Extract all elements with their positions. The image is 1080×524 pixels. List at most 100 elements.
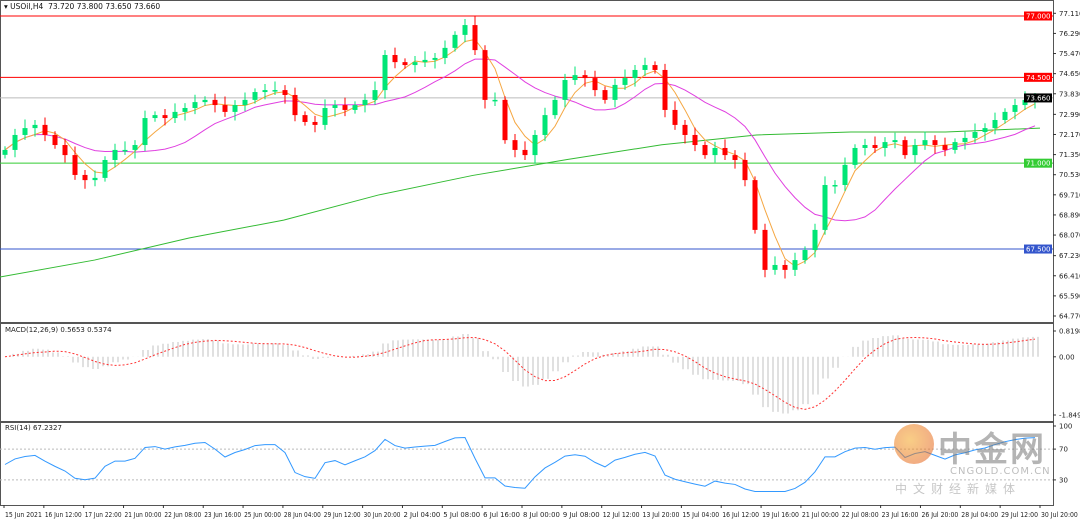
y-tick-label: 77.110 bbox=[1059, 10, 1080, 18]
candle-body bbox=[822, 185, 828, 230]
rsi-tick-label: 30 bbox=[1059, 476, 1068, 484]
candle-body bbox=[962, 137, 968, 143]
candle-body bbox=[582, 75, 588, 79]
candle-body bbox=[352, 105, 358, 110]
candle-body bbox=[712, 147, 718, 156]
candle-body bbox=[872, 145, 878, 148]
candle-body bbox=[672, 109, 678, 125]
macd-label: MACD(12,26,9) 0.5653 0.5374 bbox=[5, 326, 112, 334]
x-tick-label: 25 Jun 00:00 bbox=[244, 511, 281, 519]
y-tick-label: 72.990 bbox=[1059, 111, 1080, 119]
logo-emblem bbox=[894, 424, 934, 464]
x-tick-label: 15 Jun 2021 bbox=[5, 511, 42, 519]
x-tick-label: 9 Jul 08:00 bbox=[563, 511, 600, 519]
x-tick-label: 6 Jul 16:00 bbox=[483, 511, 520, 519]
candle-body bbox=[922, 140, 928, 146]
candle-body bbox=[982, 128, 988, 133]
candle-body bbox=[532, 134, 538, 156]
long-ma-line bbox=[0, 127, 1041, 278]
candle-body bbox=[552, 99, 558, 116]
candle-body bbox=[42, 124, 48, 135]
candle-body bbox=[132, 145, 138, 150]
current-price-tag bbox=[1024, 93, 1052, 103]
candle-body bbox=[832, 185, 838, 187]
candle-body bbox=[752, 180, 758, 230]
candle-body bbox=[162, 115, 168, 119]
x-tick-label: 13 Jul 20:00 bbox=[643, 511, 680, 519]
candle-body bbox=[342, 105, 348, 110]
x-tick-label: 23 Jul 16:00 bbox=[882, 511, 919, 519]
price-level-label: 74.500 bbox=[1026, 74, 1051, 82]
y-tick-label: 64.770 bbox=[1059, 313, 1080, 321]
x-tick-label: 5 Jul 08:00 bbox=[443, 511, 480, 519]
candle-body bbox=[772, 264, 778, 270]
x-tick-label: 29 Jun 12:00 bbox=[324, 511, 361, 519]
macd-tick-label: 0.8198 bbox=[1059, 328, 1080, 336]
candle-body bbox=[942, 145, 948, 150]
y-tick-label: 71.350 bbox=[1059, 151, 1080, 159]
x-tick-label: 12 Jul 12:00 bbox=[603, 511, 640, 519]
candle-body bbox=[62, 145, 68, 156]
candle-body bbox=[332, 105, 338, 108]
candle-body bbox=[272, 90, 278, 92]
candle-body bbox=[662, 69, 668, 110]
candle-body bbox=[142, 118, 148, 146]
candle-body bbox=[122, 149, 128, 152]
x-tick-label: 17 Jun 22:00 bbox=[85, 511, 122, 519]
candle-body bbox=[262, 90, 268, 93]
x-tick-label: 28 Jun 04:00 bbox=[284, 511, 321, 519]
symbol-label: USOil,H4 bbox=[10, 2, 44, 11]
candle-body bbox=[312, 121, 318, 125]
price-level-tag bbox=[1024, 72, 1052, 82]
x-tick-label: 22 Jun 08:00 bbox=[164, 511, 201, 519]
x-tick-label: 22 Jul 08:00 bbox=[842, 511, 879, 519]
candle-body bbox=[892, 140, 898, 143]
candle-body bbox=[622, 78, 628, 85]
candle-body bbox=[602, 90, 608, 100]
candle-body bbox=[802, 250, 808, 261]
y-tick-label: 76.290 bbox=[1059, 30, 1080, 38]
x-tick-label: 21 Jul 00:00 bbox=[802, 511, 839, 519]
candle-body bbox=[252, 92, 258, 100]
candle-body bbox=[522, 149, 528, 156]
candle-body bbox=[612, 84, 618, 100]
candle-body bbox=[302, 115, 308, 122]
rsi-line bbox=[4, 437, 1036, 492]
x-tick-label: 21 Jun 00:00 bbox=[125, 511, 162, 519]
x-tick-label: 23 Jun 16:00 bbox=[204, 511, 241, 519]
candle-body bbox=[502, 99, 508, 141]
candle-body bbox=[212, 99, 218, 106]
macd-signal-line bbox=[4, 336, 1036, 410]
candle-body bbox=[682, 124, 688, 135]
candle-body bbox=[402, 62, 408, 66]
candle-body bbox=[172, 111, 178, 119]
candle-body bbox=[492, 99, 498, 102]
logo-subtitle: 中文财经新媒体 bbox=[895, 482, 1022, 496]
candle-body bbox=[192, 102, 198, 108]
candle-body bbox=[852, 147, 858, 165]
candle-body bbox=[972, 132, 978, 138]
candle-body bbox=[222, 105, 228, 112]
y-tick-label: 72.170 bbox=[1059, 131, 1080, 139]
price-level-tag bbox=[1024, 158, 1052, 168]
candle-body bbox=[562, 80, 568, 100]
candle-body bbox=[292, 94, 298, 116]
y-tick-label: 73.830 bbox=[1059, 90, 1080, 98]
candle-body bbox=[412, 62, 418, 66]
x-tick-label: 15 Jul 04:00 bbox=[682, 511, 719, 519]
candle-body bbox=[382, 55, 388, 91]
x-tick-label: 30 Jun 20:00 bbox=[364, 511, 401, 519]
candle-body bbox=[372, 90, 378, 100]
y-tick-label: 68.070 bbox=[1059, 232, 1080, 240]
candle-body bbox=[112, 149, 118, 160]
x-tick-label: 28 Jul 04:00 bbox=[961, 511, 998, 519]
y-tick-label: 74.650 bbox=[1059, 70, 1080, 78]
candle-body bbox=[2, 149, 8, 155]
price-level-tag bbox=[1024, 11, 1052, 21]
price-level-label: 71.000 bbox=[1026, 160, 1051, 168]
rsi-tick-label: 100 bbox=[1059, 423, 1072, 431]
candle-body bbox=[12, 134, 18, 150]
logo-name: 中金网 bbox=[938, 430, 1046, 470]
candle-body bbox=[542, 115, 548, 135]
